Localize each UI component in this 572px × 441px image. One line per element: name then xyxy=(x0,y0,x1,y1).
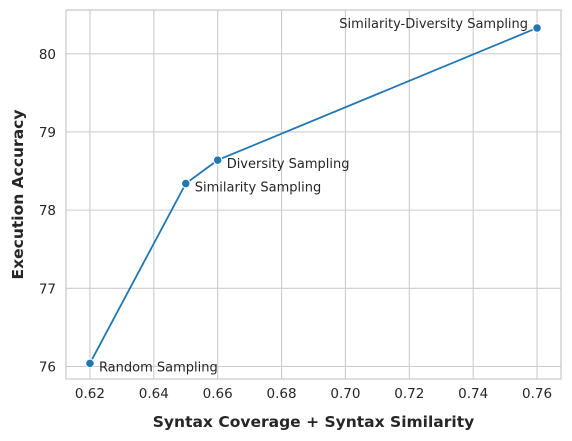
x-axis-title: Syntax Coverage + Syntax Similarity xyxy=(153,413,474,431)
x-tick-label: 0.64 xyxy=(139,386,169,402)
y-axis-ticks: 76 77 78 79 80 xyxy=(39,47,56,376)
point-label: Random Sampling xyxy=(99,360,218,375)
data-point xyxy=(532,23,542,33)
point-label: Similarity-Diversity Sampling xyxy=(339,17,528,32)
y-tick-label: 78 xyxy=(39,203,56,219)
grid xyxy=(66,10,561,379)
y-axis-title: Execution Accuracy xyxy=(9,110,27,280)
x-tick-label: 0.72 xyxy=(394,386,424,402)
x-tick-label: 0.74 xyxy=(458,386,488,402)
point-label: Similarity Sampling xyxy=(195,181,321,196)
series-line xyxy=(89,27,538,364)
point-label: Diversity Sampling xyxy=(227,157,350,172)
x-tick-label: 0.68 xyxy=(267,386,297,402)
y-tick-label: 79 xyxy=(39,125,56,141)
y-tick-label: 77 xyxy=(39,281,56,297)
data-point xyxy=(180,178,191,189)
data-point xyxy=(212,155,223,165)
x-tick-label: 0.66 xyxy=(203,386,233,402)
x-tick-label: 0.62 xyxy=(75,386,105,402)
x-tick-label: 0.70 xyxy=(330,386,360,402)
data-points xyxy=(85,23,542,369)
point-labels: Random Sampling Similarity Sampling Divers… xyxy=(99,17,528,375)
data-point xyxy=(85,358,95,369)
x-axis-ticks: 0.62 0.64 0.66 0.68 0.70 0.72 0.74 0.76 xyxy=(75,386,552,402)
y-tick-label: 80 xyxy=(39,47,56,63)
x-tick-label: 0.76 xyxy=(522,386,552,402)
plot-frame xyxy=(65,9,562,380)
y-tick-label: 76 xyxy=(39,359,56,375)
